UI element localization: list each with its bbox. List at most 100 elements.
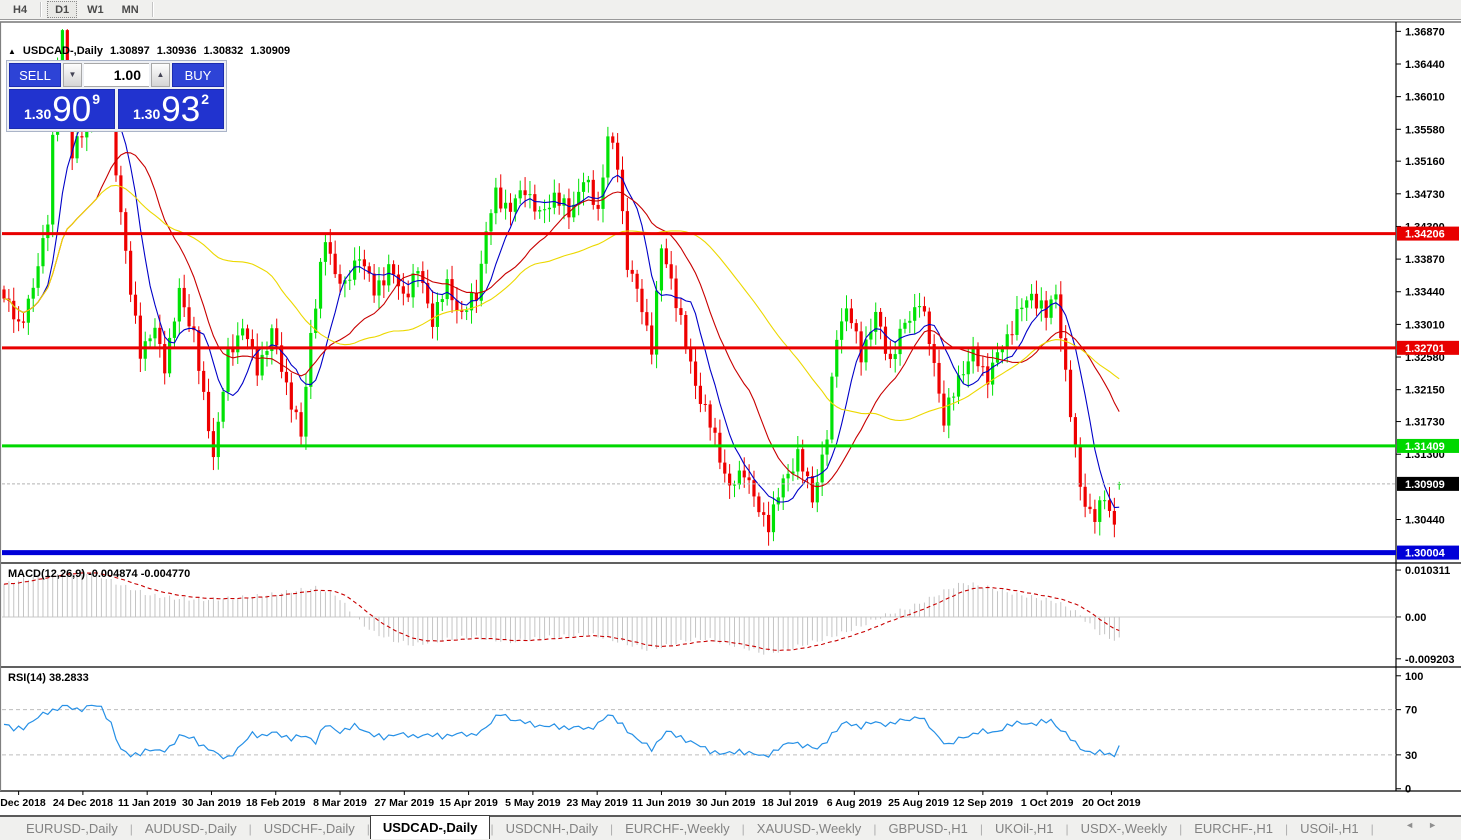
macd-axis-label: 0.010311 <box>1405 565 1450 577</box>
sell-price-box[interactable]: 1.30 90 9 <box>9 89 115 129</box>
date-tick-label: 12 Sep 2019 <box>953 797 1013 809</box>
price-tick-label: 1.33870 <box>1405 254 1445 266</box>
sell-price-sup: 9 <box>92 91 100 107</box>
tab-gbpusd-h1[interactable]: GBPUSD-,H1 <box>888 821 968 836</box>
volume-increase-button[interactable]: ▲ <box>151 63 170 87</box>
tab-ukoil-h1[interactable]: UKOil-,H1 <box>995 821 1054 836</box>
collapse-triangle-icon[interactable]: ▲ <box>8 46 16 56</box>
rsi-title: RSI(14) 38.2833 <box>8 672 89 684</box>
macd-layer: 0.010311 0.00 -0.009203 <box>2 565 1455 666</box>
date-tick-label: 23 May 2019 <box>567 797 628 809</box>
rsi-axis-label: 70 <box>1405 705 1417 717</box>
timeframe-button-w1[interactable]: W1 <box>79 1 112 18</box>
toolbar-separator <box>40 2 43 17</box>
tab-separator: | <box>873 821 877 836</box>
tab-usdcnh-daily[interactable]: USDCNH-,Daily <box>505 821 599 836</box>
ohlc-low: 1.30832 <box>203 45 244 57</box>
price-tick-label: 1.30440 <box>1405 514 1445 526</box>
date-tick-label: 30 Jun 2019 <box>696 797 756 809</box>
price-level-tag: 1.30004 <box>1405 548 1446 560</box>
one-click-trade-panel: SELL ▼ ▲ BUY 1.30 90 9 1.30 93 2 <box>6 60 227 132</box>
chart-surface[interactable]: 1.36870 1.36440 1.36010 1.35580 1.35160 1.347… <box>0 21 1461 816</box>
date-tick-label: 18 Feb 2019 <box>246 797 306 809</box>
rsi-axis-label: 100 <box>1405 671 1423 683</box>
price-level-tag: 1.34206 <box>1405 229 1445 241</box>
tab-scroll-right-icon[interactable]: ► <box>1428 820 1451 830</box>
buy-price-sup: 2 <box>201 91 209 107</box>
macd-values: -0.004874 -0.004770 <box>88 568 191 580</box>
ohlc-close: 1.30909 <box>250 45 291 57</box>
price-level-tag: 1.30909 <box>1405 479 1445 491</box>
timeframe-button-d1[interactable]: D1 <box>47 1 78 18</box>
date-tick-label: 24 Dec 2018 <box>53 797 113 809</box>
date-tick-label: 5 Dec 2018 <box>0 797 46 809</box>
date-axis: 5 Dec 2018 24 Dec 2018 11 Jan 2019 30 Jan 2… <box>0 791 1141 809</box>
tab-eurusd-daily[interactable]: EURUSD-,Daily <box>26 821 118 836</box>
price-tick-label: 1.36870 <box>1405 26 1445 38</box>
price-tick-label: 1.36440 <box>1405 59 1445 71</box>
symbol-header: ▲ USDCAD-,Daily 1.30897 1.30936 1.30832 … <box>8 45 290 57</box>
date-tick-label: 11 Jun 2019 <box>632 797 691 809</box>
price-level-tag: 1.31409 <box>1405 441 1445 453</box>
tab-usdx-weekly[interactable]: USDX-,Weekly <box>1080 821 1168 836</box>
date-tick-label: 15 Apr 2019 <box>439 797 498 809</box>
volume-decrease-button[interactable]: ▼ <box>63 63 82 87</box>
timeframe-button-h4[interactable]: H4 <box>5 1 35 18</box>
price-tick-label: 1.33440 <box>1405 287 1445 299</box>
sell-price-prefix: 1.30 <box>24 106 52 122</box>
price-tick-label: 1.34730 <box>1405 189 1445 201</box>
tab-usdchf-daily[interactable]: USDCHF-,Daily <box>263 821 355 836</box>
ohlc-high: 1.30936 <box>156 45 197 57</box>
panel-borders <box>0 21 1461 792</box>
buy-button[interactable]: BUY <box>172 63 224 87</box>
tab-separator: | <box>741 821 745 836</box>
sell-price-big: 90 <box>52 89 92 129</box>
date-tick-label: 5 May 2019 <box>505 797 561 809</box>
tab-scroll-arrows: ◄► <box>1405 820 1451 830</box>
timeframe-toolbar: H4 D1 W1 MN <box>0 0 1461 20</box>
symbol-tab-bar: EURUSD-,Daily | AUDUSD-,Daily | USDCHF-,Dail… <box>0 814 1461 840</box>
rsi-layer: 100 70 30 0 <box>2 671 1423 796</box>
date-tick-label: 11 Jan 2019 <box>118 797 177 809</box>
tab-separator: | <box>1370 821 1374 836</box>
tab-separator: | <box>366 821 370 836</box>
price-tick-label: 1.35580 <box>1405 124 1445 136</box>
volume-input[interactable] <box>84 63 149 87</box>
date-tick-label: 30 Jan 2019 <box>182 797 241 809</box>
tab-audusd-daily[interactable]: AUDUSD-,Daily <box>144 821 237 836</box>
macd-axis-label: 0.00 <box>1405 612 1426 624</box>
macd-axis-label: -0.009203 <box>1405 654 1455 666</box>
rsi-value: 38.2833 <box>48 672 89 684</box>
tab-usoil-h1[interactable]: USOil-,H1 <box>1300 821 1359 836</box>
sell-button[interactable]: SELL <box>9 63 61 87</box>
tab-scroll-left-icon[interactable]: ◄ <box>1405 820 1429 830</box>
date-tick-label: 18 Jul 2019 <box>762 797 818 809</box>
buy-price-prefix: 1.30 <box>133 106 161 122</box>
tab-separator: | <box>1179 821 1183 836</box>
timeframe-button-mn[interactable]: MN <box>114 1 147 18</box>
tab-usdcad-daily[interactable]: USDCAD-,Daily <box>369 814 491 839</box>
tab-separator: | <box>1284 821 1289 836</box>
date-tick-label: 20 Oct 2019 <box>1082 797 1141 809</box>
tab-separator: | <box>129 821 133 836</box>
date-tick-label: 27 Mar 2019 <box>375 797 435 809</box>
date-tick-label: 8 Mar 2019 <box>313 797 367 809</box>
price-axis: 1.36870 1.36440 1.36010 1.35580 1.35160 1.347… <box>1396 26 1459 560</box>
price-tick-label: 1.31730 <box>1405 417 1445 429</box>
price-tick-label: 1.32580 <box>1405 352 1445 364</box>
tab-separator: | <box>979 821 984 836</box>
moving-averages-layer <box>3 106 1120 509</box>
date-tick-label: 6 Aug 2019 <box>827 797 882 809</box>
price-tick-label: 1.32150 <box>1405 385 1445 397</box>
candlestick-layer <box>2 29 1121 546</box>
buy-price-box[interactable]: 1.30 93 2 <box>118 89 224 129</box>
date-tick-label: 1 Oct 2019 <box>1021 797 1074 809</box>
tab-separator: | <box>610 821 614 836</box>
price-level-lines[interactable] <box>2 232 1396 556</box>
rsi-axis-label: 0 <box>1405 784 1411 796</box>
toolbar-separator <box>151 2 154 17</box>
tab-eurchf-h1[interactable]: EURCHF-,H1 <box>1194 821 1273 836</box>
tab-xauusd-weekly[interactable]: XAUUSD-,Weekly <box>756 821 862 836</box>
symbol-name: USDCAD-,Daily <box>22 45 103 57</box>
tab-eurchf-weekly[interactable]: EURCHF-,Weekly <box>625 821 730 836</box>
